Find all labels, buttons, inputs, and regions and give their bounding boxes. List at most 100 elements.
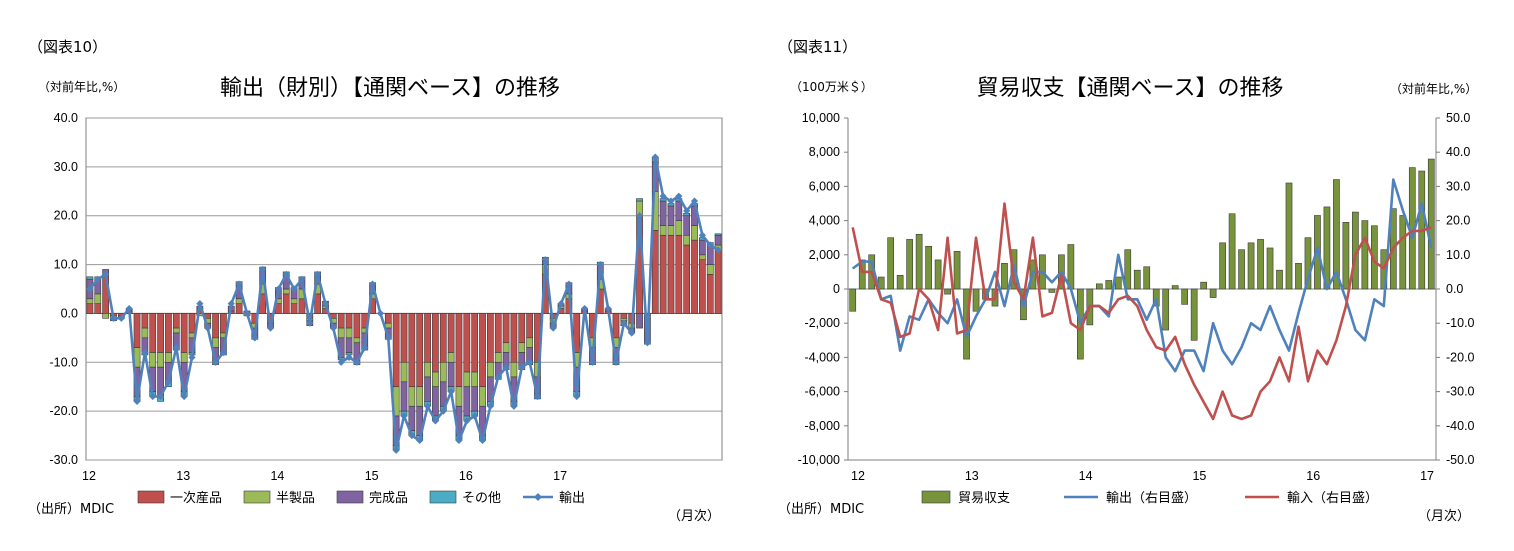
data-point-marker xyxy=(86,285,94,293)
bar-segment xyxy=(290,298,298,304)
chart-title-trade-balance: 貿易収支【通関ベース】の推移 xyxy=(977,76,1284,101)
x-tick-label: 16 xyxy=(1306,469,1320,483)
bar-segment xyxy=(235,298,243,304)
data-point-marker xyxy=(698,231,706,239)
data-point-marker xyxy=(588,358,597,366)
bar-segment xyxy=(494,352,502,363)
bar-segment xyxy=(691,239,698,314)
bar-segment xyxy=(337,327,345,339)
data-point-marker xyxy=(211,358,220,366)
bar-segment xyxy=(463,386,471,417)
bar-segment xyxy=(400,381,408,412)
bar-trade-balance xyxy=(896,275,904,290)
data-point-marker xyxy=(557,300,565,308)
data-point-marker xyxy=(180,392,188,401)
bar-trade-balance xyxy=(1114,276,1122,290)
x-tick-label: 17 xyxy=(1420,469,1434,483)
bar-trade-balance xyxy=(1171,285,1179,290)
bar-segment xyxy=(424,361,431,378)
bar-segment xyxy=(384,313,392,324)
bar-segment xyxy=(353,313,361,339)
legend-label: 完成品 xyxy=(369,491,408,506)
series-line-exports xyxy=(851,178,1433,373)
bar-segment xyxy=(683,215,691,236)
data-point-marker xyxy=(643,339,652,347)
bar-segment xyxy=(86,298,94,304)
data-point-marker xyxy=(580,304,589,313)
data-point-marker xyxy=(102,270,110,278)
y-tick-label: 20.0 xyxy=(54,209,78,223)
data-point-marker xyxy=(329,324,337,332)
bar-segment xyxy=(298,298,306,314)
data-point-marker xyxy=(423,402,432,410)
y-tick-label: 0.0 xyxy=(61,306,78,320)
y-tick-label: -4,000 xyxy=(805,350,840,364)
bar-trade-balance xyxy=(934,259,942,290)
bar-segment xyxy=(675,234,683,314)
y-tick-label: 6,000 xyxy=(809,179,840,193)
y-tick-label: 40.0 xyxy=(54,111,78,125)
data-point-marker xyxy=(298,275,306,283)
bar-trade-balance xyxy=(1209,288,1217,298)
x-axis-unit-label: （月次） xyxy=(1418,508,1470,524)
data-point-marker xyxy=(478,436,487,445)
bar-segment xyxy=(651,230,659,314)
bar-segment xyxy=(447,313,455,353)
bar-segment xyxy=(439,361,447,383)
y-tick-label: -8,000 xyxy=(805,419,840,433)
data-point-marker xyxy=(337,358,345,366)
data-point-marker xyxy=(400,412,408,420)
legend-label: 輸出 xyxy=(559,491,585,506)
data-point-marker xyxy=(628,329,636,337)
bar-segment xyxy=(667,234,675,314)
data-point-marker xyxy=(188,353,196,361)
bar-segment xyxy=(667,225,675,236)
bar-segment xyxy=(172,313,180,329)
bar-trade-balance xyxy=(1105,280,1113,290)
bar-segment xyxy=(172,327,180,334)
legend-swatch xyxy=(243,490,271,504)
bar-segment xyxy=(636,313,643,329)
bar-segment xyxy=(659,200,667,226)
data-point-marker xyxy=(612,358,620,366)
data-point-marker xyxy=(156,392,165,401)
data-point-marker xyxy=(455,436,463,445)
bar-segment xyxy=(133,313,141,348)
chart-title-exports: 輸出（財別）【通関ベース】の推移 xyxy=(220,76,560,101)
bar-segment xyxy=(471,386,479,412)
data-point-marker xyxy=(675,192,683,200)
data-point-marker xyxy=(196,300,204,308)
bar-trade-balance xyxy=(1304,237,1312,290)
data-point-marker xyxy=(376,309,385,318)
y2-tick-label: 50.0 xyxy=(1446,111,1470,125)
bar-segment xyxy=(479,313,486,388)
bar-trade-balance xyxy=(1219,242,1226,290)
bar-segment xyxy=(157,352,164,368)
bar-segment xyxy=(432,386,439,417)
bar-segment xyxy=(471,313,479,373)
data-point-marker xyxy=(714,246,722,254)
y-axis-label-left: （100万米＄） xyxy=(790,80,873,94)
data-point-marker xyxy=(117,314,125,322)
y2-tick-label: -30.0 xyxy=(1446,385,1475,399)
data-point-marker xyxy=(227,300,235,308)
x-tick-label: 16 xyxy=(459,469,473,483)
bar-trade-balance xyxy=(1342,222,1350,290)
bar-segment xyxy=(620,313,628,319)
bar-segment xyxy=(337,313,345,329)
bar-segment xyxy=(487,313,494,363)
data-point-marker xyxy=(486,402,494,410)
bar-segment xyxy=(282,288,290,295)
y-tick-label: 8,000 xyxy=(809,145,840,159)
bar-segment xyxy=(102,313,109,319)
y2-tick-label: 0.0 xyxy=(1446,282,1463,296)
bar-segment xyxy=(659,225,667,236)
data-point-marker xyxy=(125,304,133,313)
bar-segment xyxy=(706,264,714,275)
data-point-marker xyxy=(368,280,377,288)
bar-segment xyxy=(416,386,424,407)
bar-segment xyxy=(447,352,455,363)
bar-segment xyxy=(714,249,722,314)
bar-segment xyxy=(659,234,667,314)
bar-segment xyxy=(235,303,243,314)
